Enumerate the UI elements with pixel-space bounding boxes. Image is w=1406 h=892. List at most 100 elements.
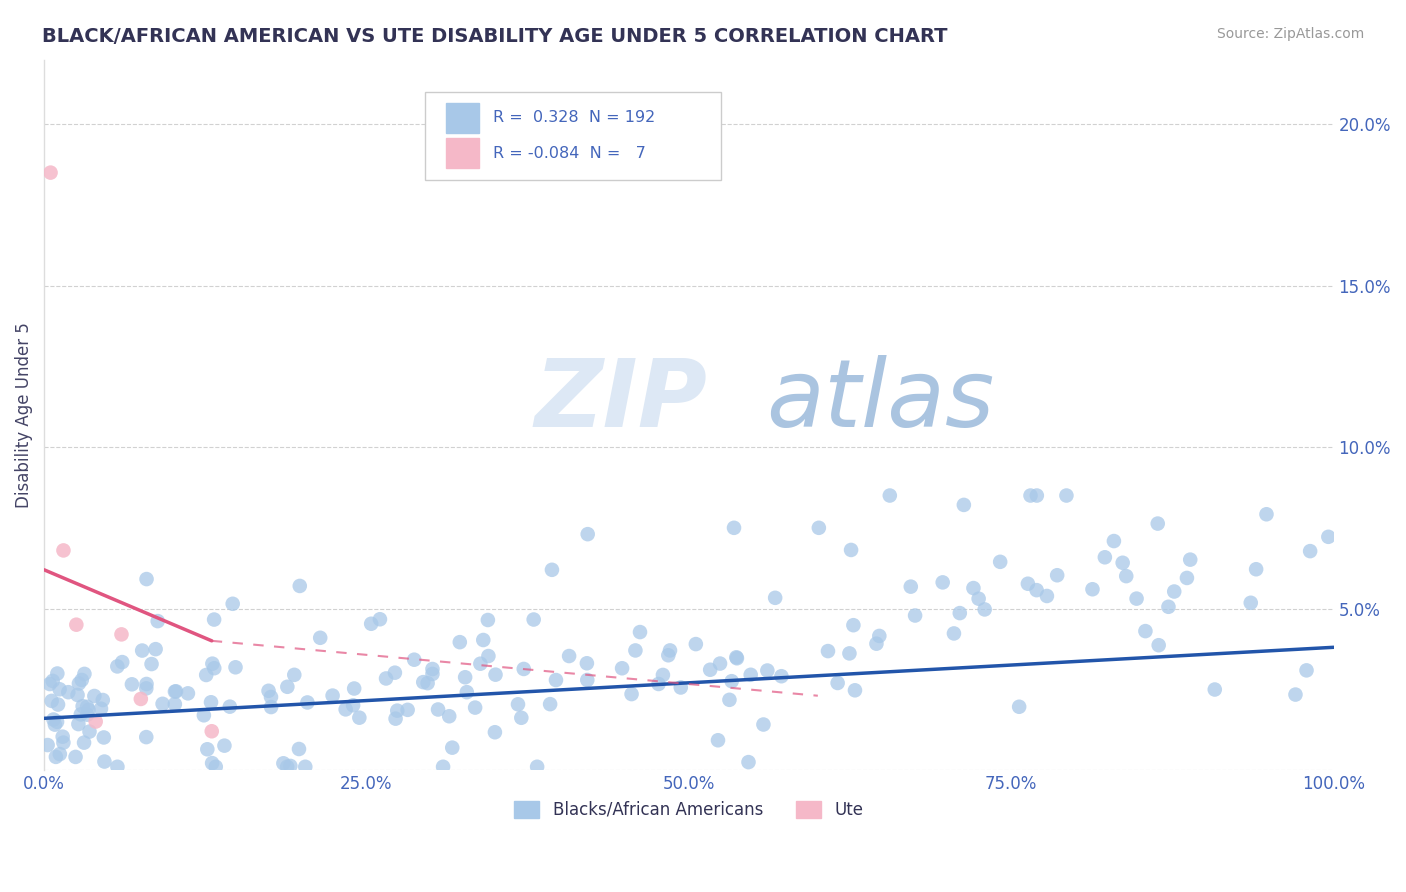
Point bbox=[1256, 508, 1278, 522]
Point bbox=[131, 643, 153, 657]
Point bbox=[77, 703, 100, 717]
Point bbox=[129, 692, 152, 706]
Point bbox=[163, 684, 186, 698]
Point bbox=[659, 643, 682, 657]
Point bbox=[91, 693, 114, 707]
Point bbox=[52, 543, 75, 558]
Point bbox=[967, 591, 990, 606]
Point bbox=[962, 581, 984, 595]
Point bbox=[1115, 569, 1137, 583]
Point bbox=[195, 668, 218, 682]
Point bbox=[942, 626, 965, 640]
Point bbox=[404, 653, 426, 667]
Point bbox=[202, 613, 225, 627]
Point bbox=[46, 714, 69, 729]
Point bbox=[1054, 489, 1077, 503]
Point bbox=[844, 683, 866, 698]
Point bbox=[202, 661, 225, 675]
Point bbox=[44, 717, 66, 731]
Point bbox=[294, 760, 316, 774]
Point bbox=[628, 625, 651, 640]
FancyBboxPatch shape bbox=[425, 92, 721, 180]
Text: R = -0.084  N =   7: R = -0.084 N = 7 bbox=[494, 146, 645, 161]
Point bbox=[135, 677, 157, 691]
Point bbox=[1295, 664, 1317, 678]
Point bbox=[65, 617, 87, 632]
Point bbox=[900, 580, 922, 594]
Point bbox=[513, 662, 536, 676]
Point bbox=[541, 563, 564, 577]
Point bbox=[1284, 688, 1306, 702]
Point bbox=[73, 666, 96, 681]
Point bbox=[58, 685, 80, 699]
Point bbox=[484, 725, 506, 739]
Point bbox=[723, 521, 745, 535]
Point bbox=[544, 673, 567, 687]
Point bbox=[720, 674, 742, 689]
Point bbox=[84, 714, 107, 729]
Point bbox=[1163, 584, 1185, 599]
Point bbox=[76, 707, 98, 722]
Point bbox=[48, 682, 70, 697]
Point bbox=[387, 704, 409, 718]
Point bbox=[477, 613, 499, 627]
Point bbox=[288, 579, 311, 593]
Point bbox=[349, 711, 371, 725]
Point bbox=[752, 717, 775, 731]
Point bbox=[838, 646, 860, 660]
Point bbox=[1147, 638, 1170, 652]
Point bbox=[470, 657, 492, 671]
Point bbox=[67, 676, 90, 690]
Point bbox=[1146, 516, 1168, 531]
Point bbox=[152, 697, 174, 711]
Point bbox=[477, 648, 499, 663]
Point bbox=[110, 627, 132, 641]
Point bbox=[37, 738, 59, 752]
Point bbox=[464, 700, 486, 714]
Point bbox=[288, 742, 311, 756]
Point bbox=[1240, 596, 1263, 610]
Point bbox=[280, 759, 302, 773]
Point bbox=[214, 739, 236, 753]
Point bbox=[163, 697, 186, 711]
Point bbox=[39, 166, 62, 180]
Point bbox=[342, 698, 364, 713]
Point bbox=[449, 635, 471, 649]
Point bbox=[201, 724, 224, 739]
Point bbox=[322, 689, 344, 703]
Point bbox=[141, 657, 163, 671]
Point bbox=[538, 697, 561, 711]
Point bbox=[1180, 552, 1202, 566]
Point bbox=[839, 543, 862, 558]
Point bbox=[1046, 568, 1069, 582]
Point bbox=[204, 760, 226, 774]
Point bbox=[309, 631, 332, 645]
Point bbox=[904, 608, 927, 623]
Point bbox=[111, 655, 134, 669]
Point bbox=[953, 498, 976, 512]
Point bbox=[699, 663, 721, 677]
Point bbox=[368, 612, 391, 626]
Point bbox=[620, 687, 643, 701]
Bar bbox=[447, 103, 478, 133]
Point bbox=[1036, 589, 1059, 603]
Point bbox=[283, 668, 305, 682]
Point bbox=[90, 701, 112, 715]
Point bbox=[949, 606, 972, 620]
Point bbox=[165, 684, 187, 698]
Text: Source: ZipAtlas.com: Source: ZipAtlas.com bbox=[1216, 27, 1364, 41]
Point bbox=[1019, 489, 1042, 503]
Point bbox=[70, 673, 93, 687]
Point bbox=[1157, 599, 1180, 614]
Text: ZIP: ZIP bbox=[534, 355, 707, 447]
Point bbox=[145, 642, 167, 657]
Point bbox=[1102, 534, 1125, 549]
Point bbox=[1299, 544, 1322, 558]
Point bbox=[201, 756, 224, 771]
Point bbox=[66, 688, 89, 702]
Point bbox=[725, 650, 748, 665]
Point bbox=[135, 681, 157, 696]
Point bbox=[575, 657, 598, 671]
Point bbox=[737, 755, 759, 769]
Point bbox=[576, 673, 599, 687]
